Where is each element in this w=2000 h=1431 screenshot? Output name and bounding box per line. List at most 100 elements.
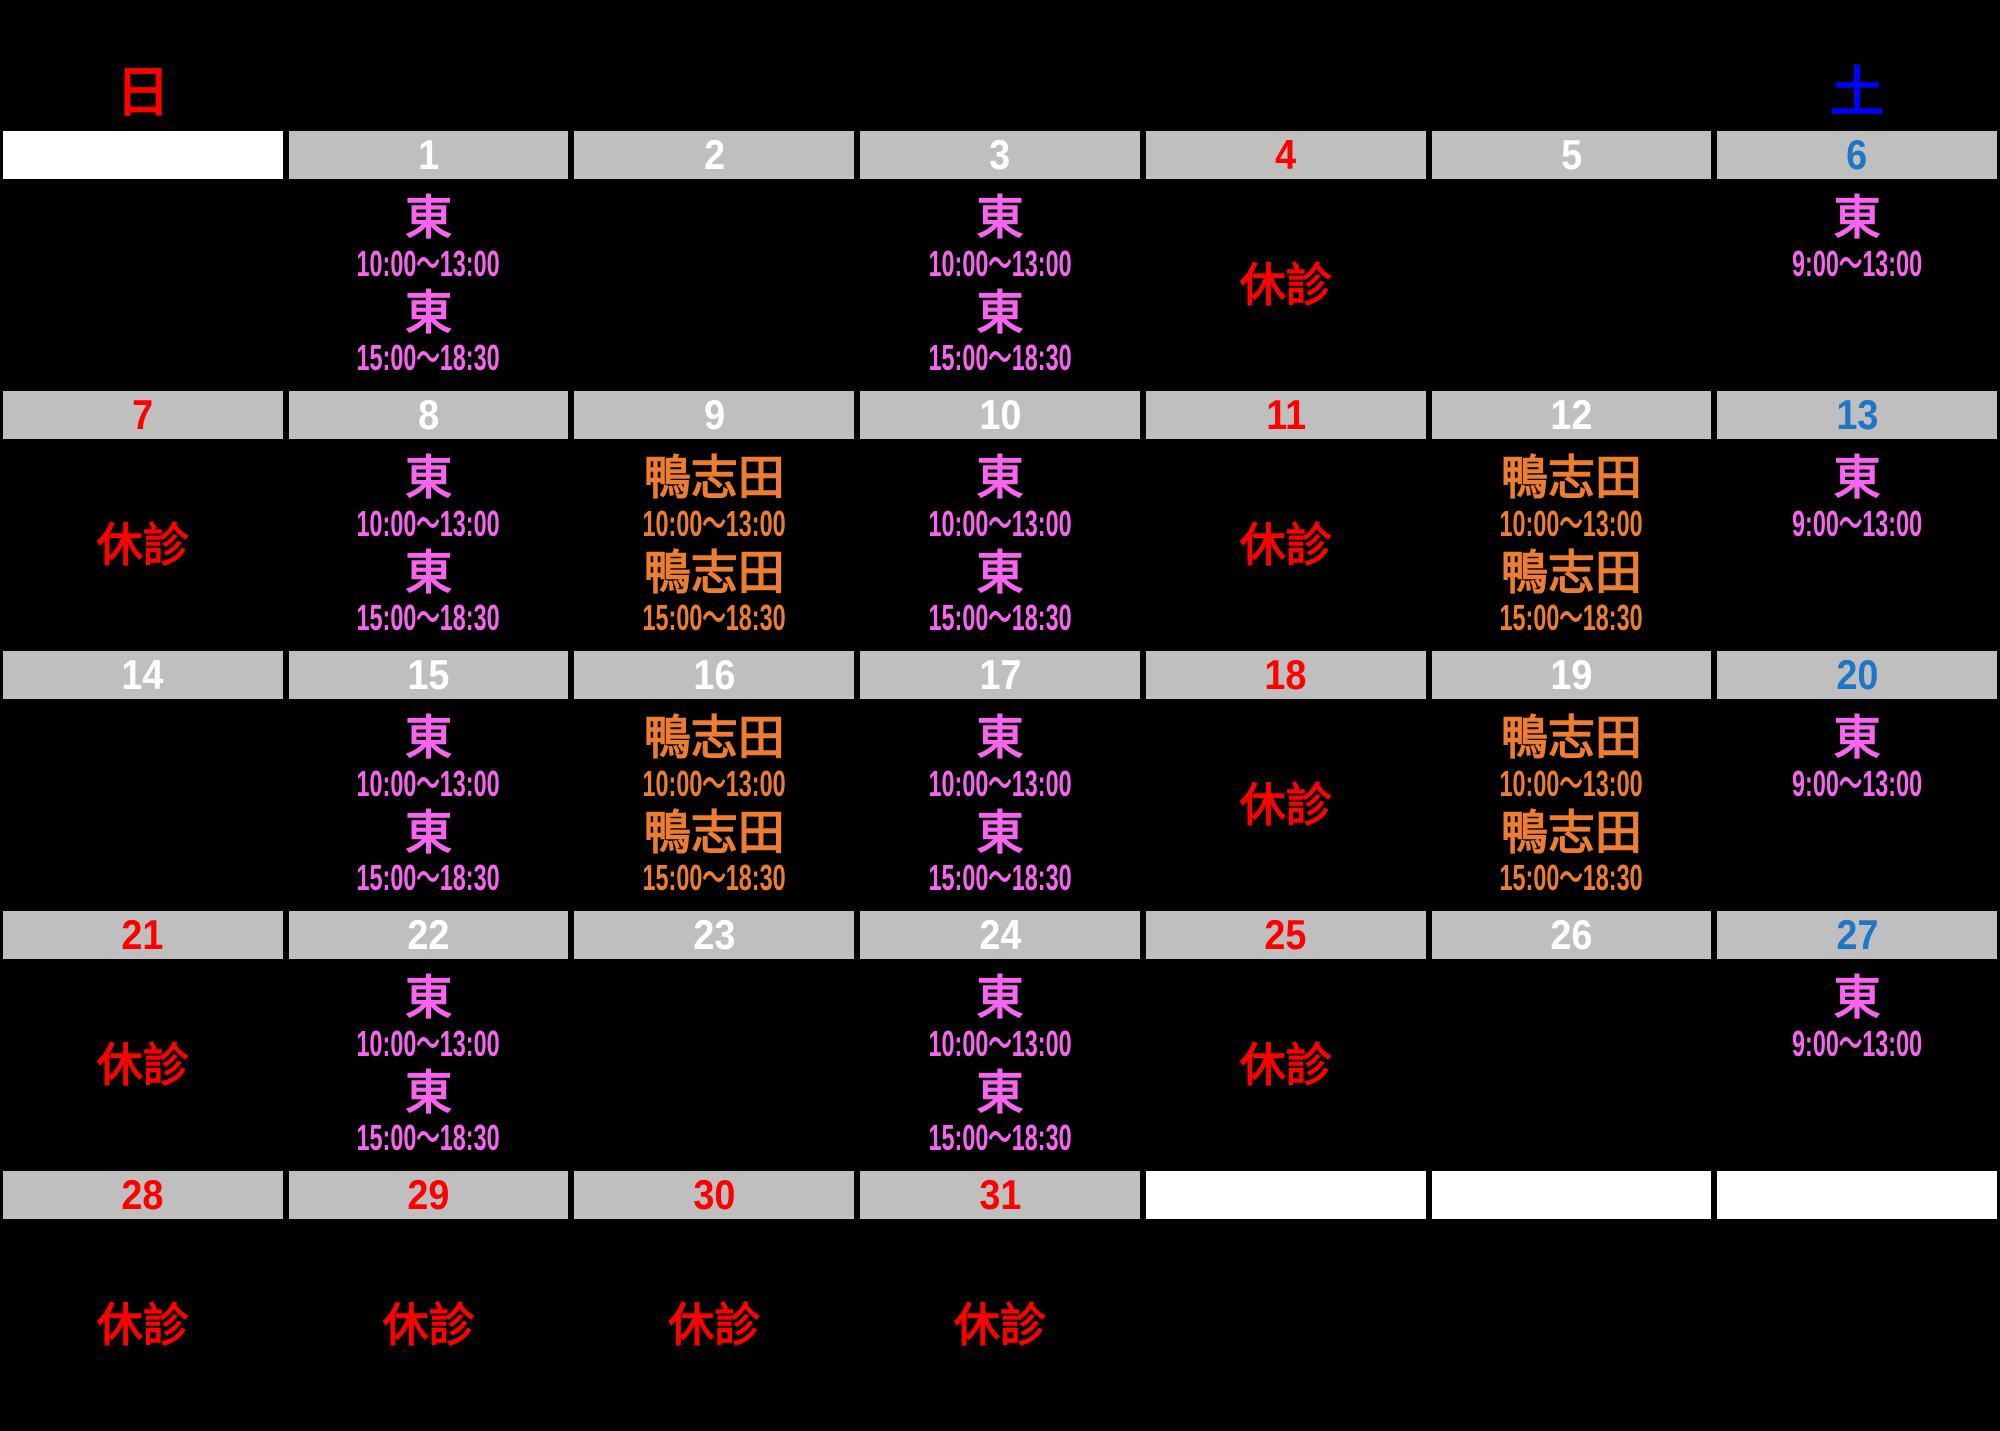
schedule-entry: 東 10:00～13:00 — [890, 192, 1110, 283]
date-number: 22 — [407, 911, 450, 958]
date-number: 28 — [121, 1171, 164, 1218]
day-schedule-cell: 休診 — [0, 442, 286, 648]
date-cell: 3 — [857, 128, 1143, 182]
date-cell: 19 — [1428, 648, 1715, 702]
day-schedule-cell: 休診 — [1143, 442, 1429, 648]
schedule-row: 東 10:00～13:00 東 15:00～18:30 鴨志田 10:00～13… — [0, 702, 2000, 908]
date-cell: 13 — [1714, 388, 2000, 442]
doctor-name: 鴨志田 — [643, 451, 785, 504]
day-schedule-cell: 東 10:00～13:00 東 15:00～18:30 — [857, 182, 1143, 388]
date-bar-row: 1 2 3 4 5 6 — [0, 128, 2000, 182]
calendar-week: 14 15 16 17 18 19 20 東 10:00～13:00 東 15:… — [0, 648, 2000, 908]
doctor-name: 鴨志田 — [1500, 805, 1642, 859]
schedule-entry: 東 15:00～18:30 — [318, 807, 538, 898]
time-range: 10:00～13:00 — [357, 762, 501, 804]
date-cell — [1142, 1168, 1429, 1222]
closed-label: 休診 — [1239, 1039, 1332, 1091]
date-number: 11 — [1265, 391, 1306, 438]
time-range: 10:00～13:00 — [357, 502, 501, 544]
time-range: 15:00～18:30 — [357, 1117, 501, 1159]
doctor-name: 東 — [405, 285, 453, 339]
time-range: 15:00～18:30 — [357, 857, 501, 899]
time-range: 15:00～18:30 — [928, 1117, 1072, 1159]
day-schedule-cell: 鴨志田 10:00～13:00 鴨志田 15:00～18:30 — [571, 702, 857, 908]
date-number: 23 — [693, 911, 736, 958]
doctor-name: 東 — [976, 545, 1024, 599]
time-range: 15:00～18:30 — [357, 597, 501, 639]
date-bar-row: 28 29 30 31 — [0, 1168, 2000, 1222]
date-cell: 16 — [571, 648, 858, 702]
closed-label: 休診 — [96, 1039, 189, 1091]
day-schedule-cell: 東 9:00～13:00 — [1714, 442, 2000, 648]
doctor-name: 東 — [976, 711, 1024, 764]
schedule-entry: 東 10:00～13:00 — [318, 972, 538, 1063]
day-schedule-cell: 東 10:00～13:00 東 15:00～18:30 — [286, 962, 572, 1168]
date-number: 14 — [121, 651, 164, 698]
day-schedule-cell: 休診 — [1143, 962, 1429, 1168]
date-cell: 5 — [1428, 128, 1715, 182]
time-range: 10:00～13:00 — [642, 762, 786, 804]
date-number: 15 — [407, 651, 450, 698]
time-range: 15:00～18:30 — [928, 337, 1072, 379]
schedule-entry: 東 10:00～13:00 — [318, 712, 538, 803]
time-range: 15:00～18:30 — [357, 337, 501, 379]
schedule-entry: 東 15:00～18:30 — [890, 1067, 1110, 1158]
date-number: 1 — [418, 131, 440, 178]
schedule-entry: 東 9:00～13:00 — [1757, 972, 1957, 1063]
date-cell: 21 — [0, 908, 286, 962]
schedule-row: 休診 東 10:00～13:00 東 15:00～18:30 鴨志田 10:00… — [0, 442, 2000, 648]
date-cell: 22 — [285, 908, 572, 962]
day-schedule-cell: 東 10:00～13:00 東 15:00～18:30 — [286, 182, 572, 388]
schedule-entry: 東 15:00～18:30 — [318, 547, 538, 638]
doctor-name: 鴨志田 — [1500, 545, 1642, 599]
day-schedule-cell: 東 10:00～13:00 東 15:00～18:30 — [286, 702, 572, 908]
date-number: 3 — [989, 131, 1011, 178]
doctor-name: 東 — [976, 191, 1024, 244]
day-schedule-cell: 休診 — [0, 962, 286, 1168]
day-schedule-cell — [0, 702, 286, 908]
date-cell: 11 — [1142, 388, 1429, 442]
schedule-entry: 鴨志田 15:00～18:30 — [604, 547, 824, 638]
doctor-name: 鴨志田 — [1500, 711, 1642, 764]
date-number: 16 — [693, 651, 736, 698]
doctor-name: 鴨志田 — [643, 545, 785, 599]
doctor-name: 東 — [405, 805, 453, 859]
day-schedule-cell: 鴨志田 10:00～13:00 鴨志田 15:00～18:30 — [1429, 702, 1715, 908]
time-range: 10:00～13:00 — [928, 502, 1072, 544]
date-number: 18 — [1264, 651, 1307, 698]
schedule-entry: 東 15:00～18:30 — [890, 547, 1110, 638]
time-range: 15:00～18:30 — [642, 857, 786, 899]
date-number: 19 — [1550, 651, 1593, 698]
doctor-name: 東 — [976, 285, 1024, 339]
doctor-name: 東 — [405, 971, 453, 1024]
schedule-entry: 東 15:00～18:30 — [318, 287, 538, 378]
day-schedule-cell: 東 9:00～13:00 — [1714, 702, 2000, 908]
day-schedule-cell: 休診 — [571, 1222, 857, 1428]
doctor-name: 東 — [405, 191, 453, 244]
schedule-entry: 東 10:00～13:00 — [318, 192, 538, 283]
schedule-entry: 鴨志田 15:00～18:30 — [1461, 807, 1681, 898]
date-cell: 12 — [1428, 388, 1715, 442]
date-number: 10 — [978, 391, 1022, 438]
date-cell: 24 — [857, 908, 1143, 962]
closed-label: 休診 — [96, 1299, 189, 1351]
schedule-entry: 東 10:00～13:00 — [318, 452, 538, 543]
date-cell: 8 — [285, 388, 572, 442]
doctor-name: 東 — [1833, 711, 1881, 764]
doctor-name: 東 — [405, 451, 453, 504]
sunday-header-label: 日 — [115, 63, 170, 123]
date-bar-row: 7 8 9 10 11 12 13 — [0, 388, 2000, 442]
doctor-name: 東 — [1833, 971, 1881, 1024]
day-schedule-cell: 休診 — [286, 1222, 572, 1428]
date-cell: 31 — [857, 1168, 1143, 1222]
date-number: 8 — [418, 391, 440, 438]
day-schedule-cell — [571, 962, 857, 1168]
date-cell: 14 — [0, 648, 286, 702]
day-schedule-cell — [1714, 1222, 2000, 1428]
date-cell: 23 — [571, 908, 858, 962]
closed-label: 休診 — [1239, 779, 1332, 831]
day-schedule-cell: 休診 — [0, 1222, 286, 1428]
date-number: 12 — [1550, 391, 1593, 438]
date-bar-row: 14 15 16 17 18 19 20 — [0, 648, 2000, 702]
